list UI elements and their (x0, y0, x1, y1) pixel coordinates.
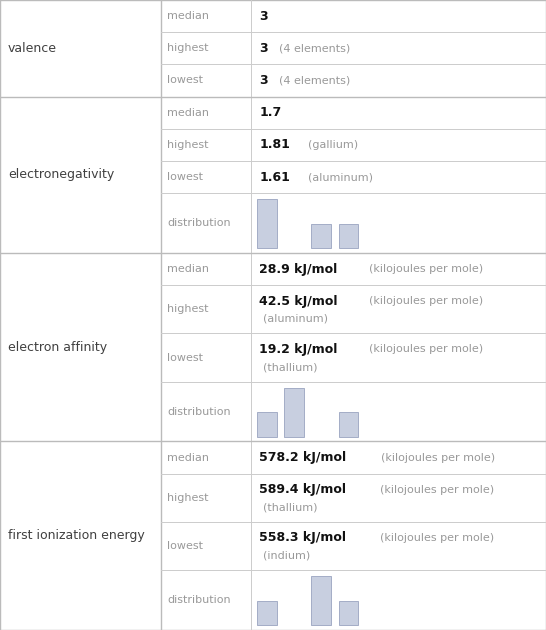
Text: (kilojoules per mole): (kilojoules per mole) (363, 296, 484, 306)
Bar (339, 412, 358, 437)
Bar (257, 199, 277, 248)
Text: median: median (167, 11, 209, 21)
Text: lowest: lowest (167, 353, 203, 362)
Text: lowest: lowest (167, 541, 203, 551)
Text: 3: 3 (259, 74, 268, 87)
Bar (257, 412, 277, 437)
Text: 1.81: 1.81 (259, 139, 290, 151)
Text: (thallium): (thallium) (263, 503, 318, 512)
Bar (339, 601, 358, 625)
Bar (257, 601, 277, 625)
Text: valence: valence (8, 42, 57, 55)
Text: (indium): (indium) (263, 551, 311, 561)
Text: 3: 3 (259, 9, 268, 23)
Text: (kilojoules per mole): (kilojoules per mole) (373, 484, 495, 495)
Text: (aluminum): (aluminum) (301, 172, 373, 182)
Text: (4 elements): (4 elements) (272, 43, 351, 54)
Text: 578.2 kJ/mol: 578.2 kJ/mol (259, 451, 346, 464)
Text: (aluminum): (aluminum) (263, 314, 328, 324)
Text: 558.3 kJ/mol: 558.3 kJ/mol (259, 531, 346, 544)
Text: 3: 3 (259, 42, 268, 55)
Bar (311, 224, 331, 248)
Text: median: median (167, 108, 209, 118)
Text: 589.4 kJ/mol: 589.4 kJ/mol (259, 483, 346, 496)
Text: median: median (167, 264, 209, 274)
Text: highest: highest (167, 140, 209, 150)
Text: (kilojoules per mole): (kilojoules per mole) (362, 264, 483, 274)
Bar (339, 224, 358, 248)
Text: 42.5 kJ/mol: 42.5 kJ/mol (259, 295, 337, 307)
Text: lowest: lowest (167, 76, 203, 86)
Text: 28.9 kJ/mol: 28.9 kJ/mol (259, 263, 337, 275)
Text: electronegativity: electronegativity (8, 168, 114, 181)
Text: 1.7: 1.7 (259, 106, 281, 119)
Text: 19.2 kJ/mol: 19.2 kJ/mol (259, 343, 337, 356)
Text: (thallium): (thallium) (263, 362, 318, 372)
Text: highest: highest (167, 304, 209, 314)
Bar (311, 576, 331, 625)
Text: (kilojoules per mole): (kilojoules per mole) (373, 452, 495, 462)
Text: distribution: distribution (167, 218, 231, 228)
Text: distribution: distribution (167, 406, 231, 416)
Text: electron affinity: electron affinity (8, 341, 107, 353)
Text: first ionization energy: first ionization energy (8, 529, 145, 542)
Text: lowest: lowest (167, 172, 203, 182)
Text: (kilojoules per mole): (kilojoules per mole) (363, 345, 483, 354)
Text: median: median (167, 452, 209, 462)
Text: highest: highest (167, 493, 209, 503)
Text: highest: highest (167, 43, 209, 54)
Text: distribution: distribution (167, 595, 231, 605)
Bar (284, 387, 304, 437)
Text: (gallium): (gallium) (301, 140, 358, 150)
Text: (4 elements): (4 elements) (272, 76, 351, 86)
Text: (kilojoules per mole): (kilojoules per mole) (373, 533, 495, 543)
Text: 1.61: 1.61 (259, 171, 290, 183)
